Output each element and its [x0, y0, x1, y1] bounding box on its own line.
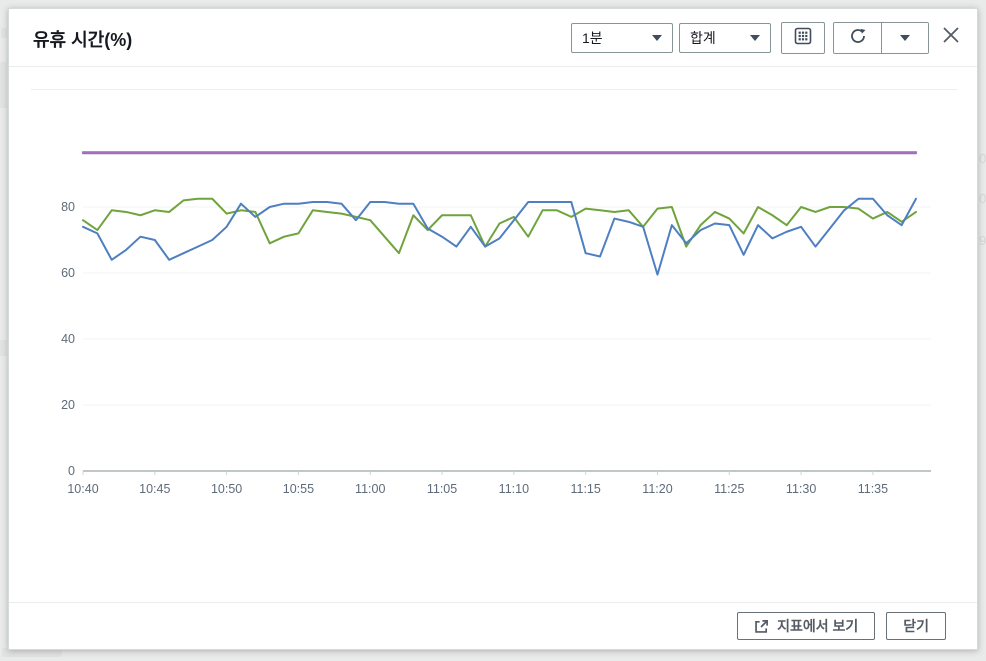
view-in-metrics-label: 지표에서 보기 [777, 618, 859, 634]
modal-header: 유휴 시간(%) 1분 합계 [9, 9, 977, 67]
svg-text:80: 80 [61, 200, 75, 214]
svg-text:11:10: 11:10 [499, 482, 529, 496]
period-select[interactable]: 1분 [571, 23, 673, 53]
svg-text:11:20: 11:20 [642, 482, 672, 496]
svg-text:20: 20 [61, 398, 75, 412]
metric-line-chart[interactable]: 0 20 40 60 80 10:40 10:45 10:50 10:55 11:00 11:05 1… [9, 9, 979, 651]
svg-text:11:05: 11:05 [427, 482, 457, 496]
svg-text:10:50: 10:50 [211, 482, 242, 496]
backdrop-fragment [0, 62, 7, 108]
close-modal-label: 닫기 [903, 618, 929, 634]
close-modal-button[interactable]: 닫기 [886, 612, 946, 640]
period-select-value: 1분 [582, 30, 603, 46]
refresh-button[interactable] [834, 23, 881, 53]
caret-down-icon [750, 35, 760, 41]
modal-title: 유휴 시간(%) [33, 30, 133, 50]
statistic-select[interactable]: 합계 [679, 23, 771, 53]
chart-controls: 1분 합계 [571, 22, 961, 54]
backdrop-fragment [0, 340, 7, 356]
svg-text:10:55: 10:55 [283, 482, 314, 496]
legend-grid-button[interactable] [781, 22, 825, 54]
svg-text:11:30: 11:30 [786, 482, 816, 496]
svg-text:60: 60 [61, 266, 75, 280]
caret-down-icon [652, 35, 662, 41]
backdrop-digit: 0 [979, 191, 986, 206]
svg-text:11:15: 11:15 [570, 482, 600, 496]
refresh-icon [848, 26, 868, 51]
external-link-icon [755, 619, 769, 633]
backdrop-fragment [1, 28, 7, 38]
backdrop-digit: 0 [979, 151, 986, 166]
svg-text:0: 0 [68, 464, 75, 478]
svg-text:11:00: 11:00 [355, 482, 385, 496]
backdrop-fragment [2, 648, 62, 657]
metric-detail-modal: 유휴 시간(%) 1분 합계 [8, 8, 978, 650]
svg-text:10:40: 10:40 [67, 482, 98, 496]
grid-icon [794, 27, 812, 50]
svg-text:40: 40 [61, 332, 75, 346]
chart-top-divider [31, 89, 957, 90]
statistic-select-value: 합계 [690, 30, 716, 46]
refresh-options-button[interactable] [881, 23, 928, 53]
modal-footer: 지표에서 보기 닫기 [9, 602, 977, 649]
close-button[interactable] [941, 26, 961, 49]
view-in-metrics-button[interactable]: 지표에서 보기 [737, 612, 876, 640]
backdrop-digit: 9 [979, 233, 986, 248]
caret-down-icon [900, 35, 910, 41]
svg-text:11:35: 11:35 [858, 482, 888, 496]
close-icon [942, 26, 960, 49]
svg-text:11:25: 11:25 [714, 482, 744, 496]
refresh-split-button [833, 22, 929, 54]
svg-text:10:45: 10:45 [139, 482, 170, 496]
